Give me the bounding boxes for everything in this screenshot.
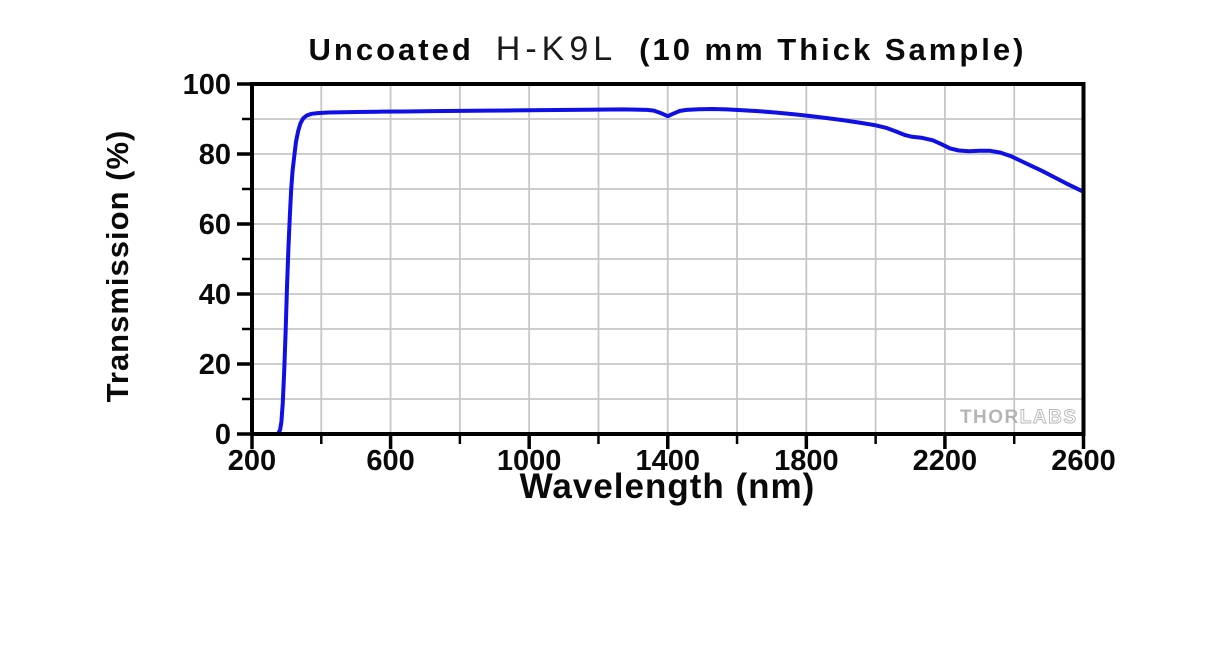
x-tick-label: 2600	[1051, 445, 1116, 477]
x-tick-label: 1800	[774, 445, 839, 477]
thorlabs-watermark: THORLABS	[960, 407, 1078, 428]
x-tick-label: 1000	[497, 445, 562, 477]
y-tick-label: 40	[199, 279, 231, 311]
y-tick-label: 60	[199, 209, 231, 241]
y-tick-label: 100	[183, 69, 231, 101]
x-tick-label: 1400	[635, 445, 700, 477]
y-tick-label: 0	[215, 419, 231, 451]
gridlines	[252, 84, 1084, 434]
y-tick-label: 80	[199, 139, 231, 171]
x-axis-label: Wavelength (nm)	[519, 467, 816, 506]
x-tick-label: 200	[228, 445, 276, 477]
axis-ticks	[237, 82, 1086, 449]
tick-labels: 200 600 1000 1400 1800 2200 2600 0 20 40 60 80 100	[183, 69, 1116, 477]
title-suffix: (10 mm Thick Sample)	[639, 32, 1027, 67]
x-tick-label: 2200	[913, 445, 978, 477]
chart-title: Uncoated H-K9L (10 mm Thick Sample)	[252, 30, 1083, 69]
plot-border	[250, 82, 1086, 436]
transmission-curve	[250, 107, 1086, 436]
title-prefix: Uncoated	[308, 32, 474, 67]
title-glass-name: H-K9L	[495, 30, 618, 68]
x-tick-label: 600	[366, 445, 414, 477]
y-tick-label: 20	[199, 349, 231, 381]
